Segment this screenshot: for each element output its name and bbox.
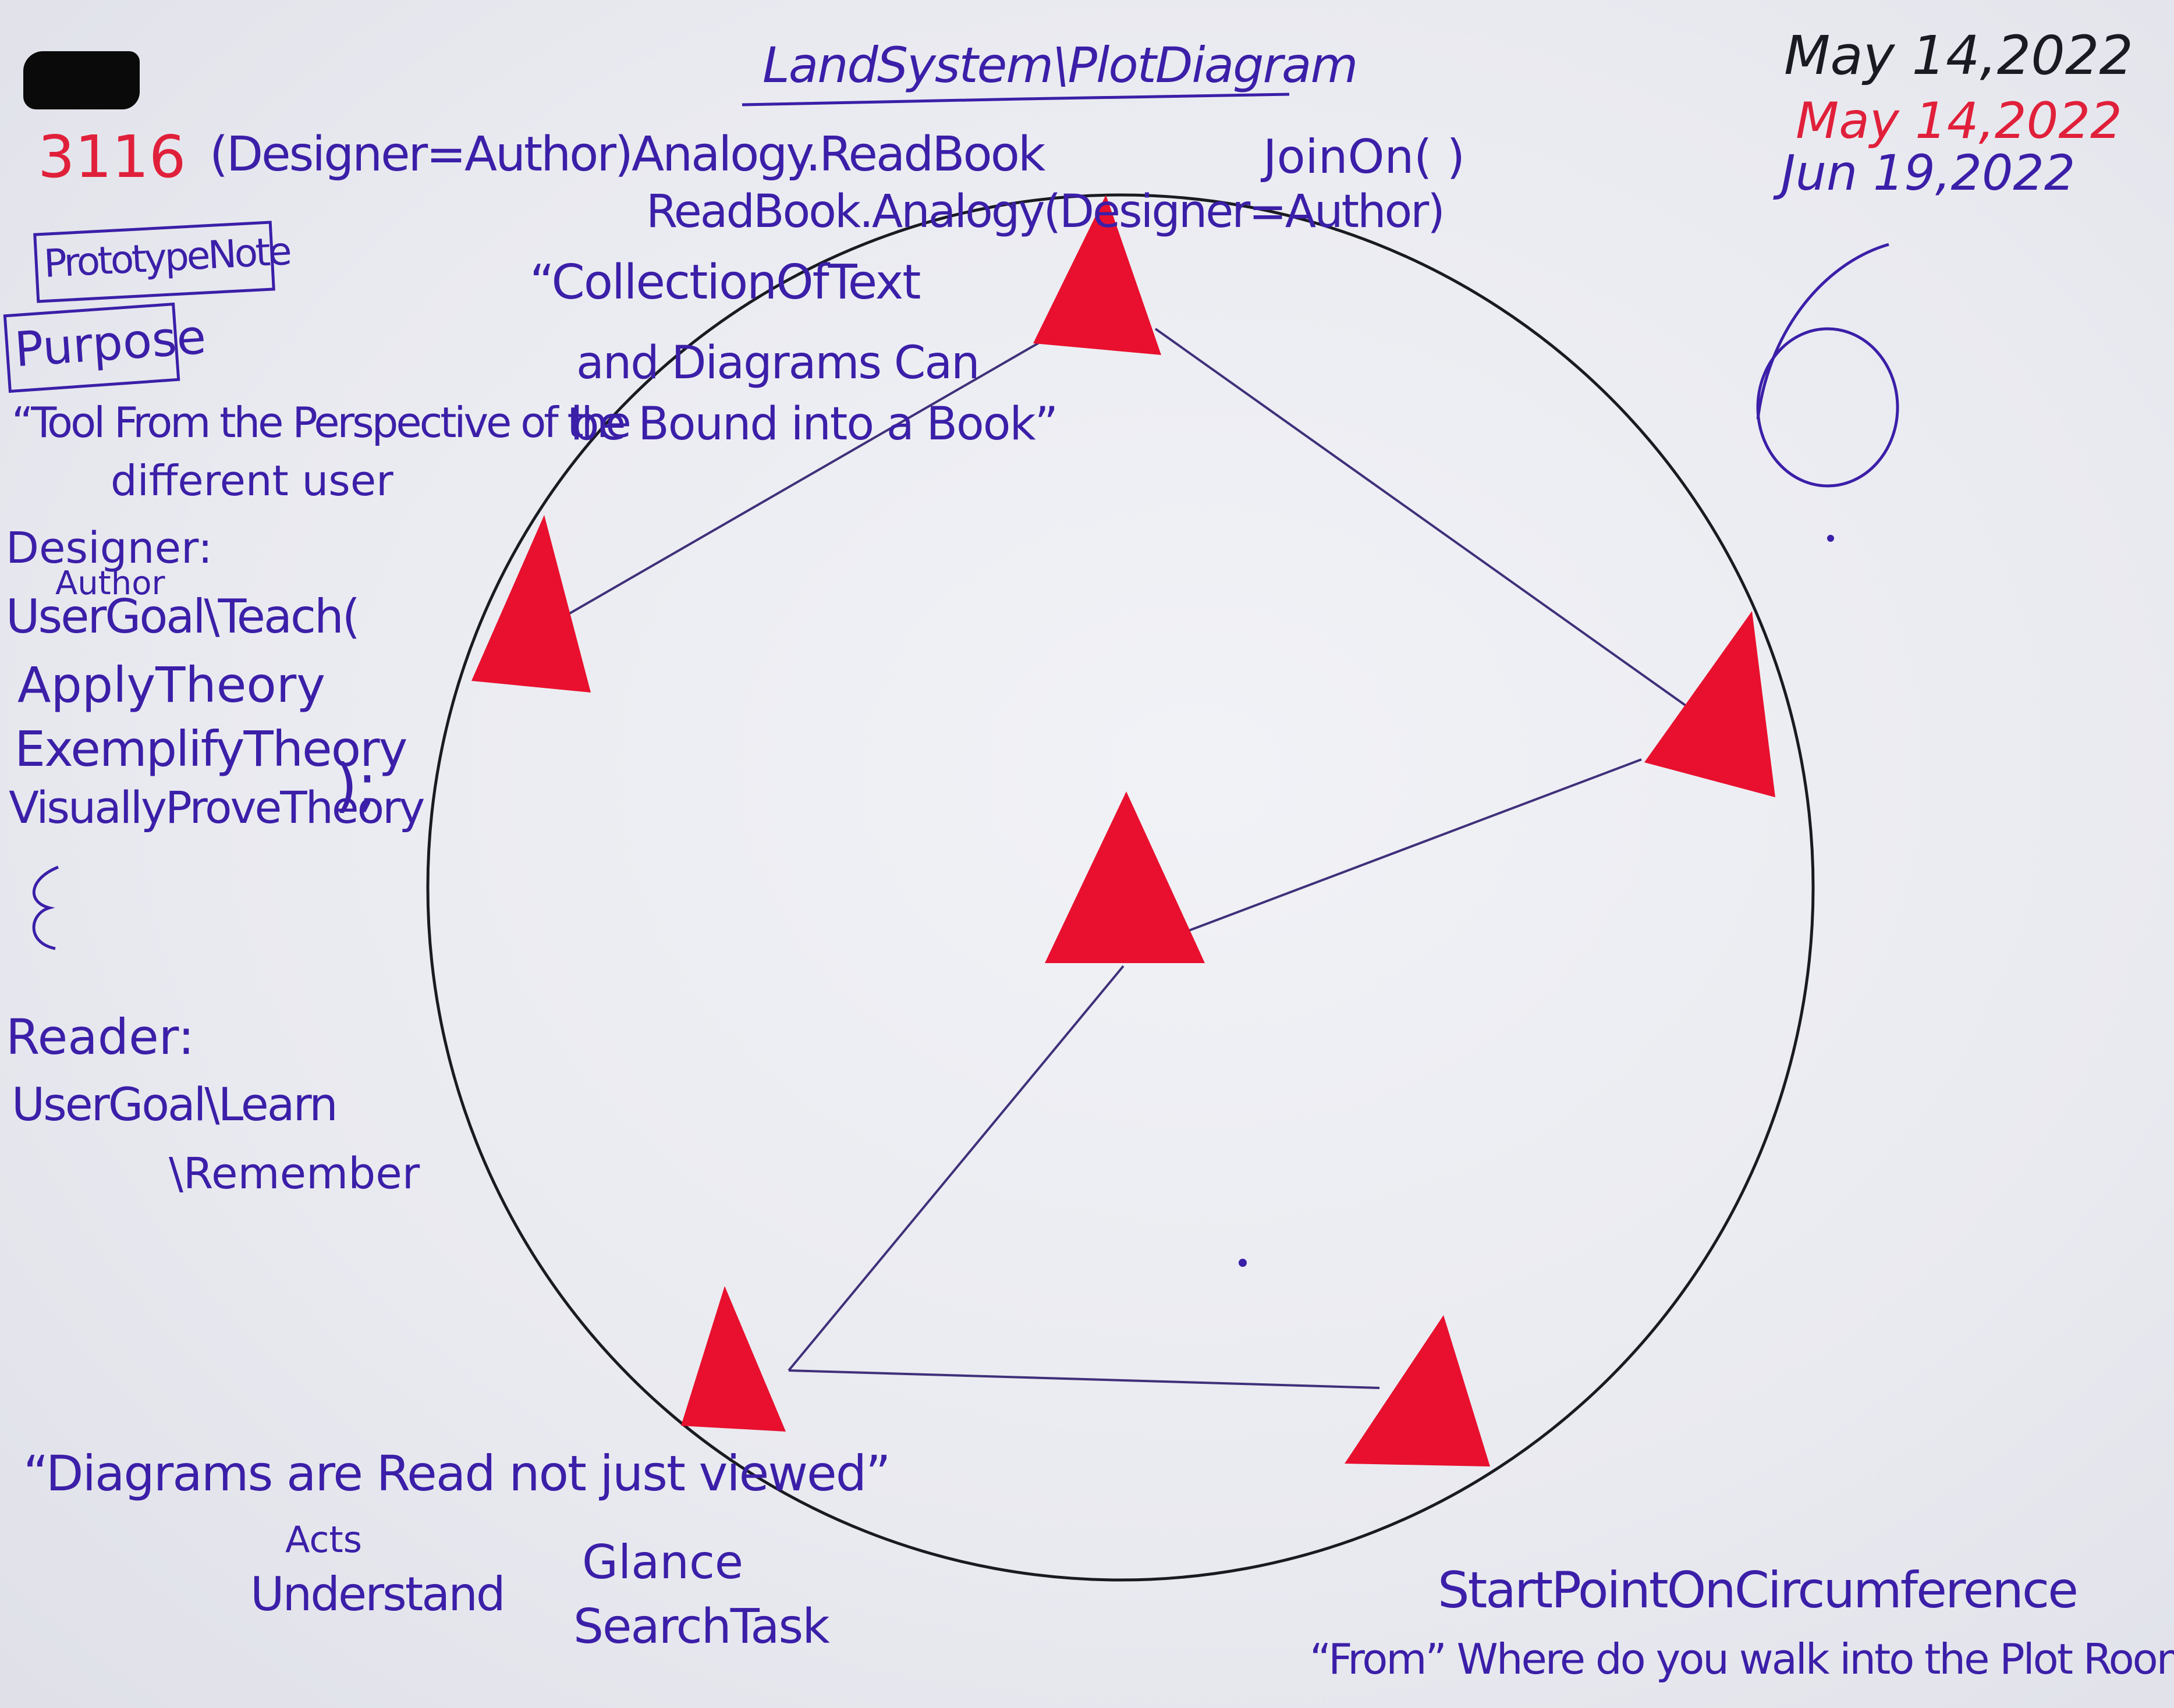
designer-role: Author: [55, 564, 165, 602]
designer-label: Designer:: [6, 523, 213, 573]
line-top-to-right: [1154, 328, 1710, 723]
bottom-mid-searchtask: SearchTask: [573, 1599, 830, 1654]
reader-label: Reader:: [6, 1009, 195, 1066]
marker-left: [471, 515, 591, 693]
page-id: 3116: [38, 123, 186, 191]
reader-goal-2: \Remember: [169, 1149, 420, 1199]
bottom-mid-glance: Glance: [582, 1535, 744, 1589]
page-title: LandSystem\PlotDiagram: [763, 37, 1358, 94]
quote-top-3: be Bound into a Book”: [570, 398, 1058, 450]
marker-right: [1644, 611, 1775, 797]
header-line-2: ReadBook.Analogy(Designer=Author): [646, 186, 1445, 238]
quote-top-1: “CollectionOfText: [530, 255, 921, 310]
join-on: JoinOn( ): [1263, 130, 1465, 184]
reader-goal: UserGoal\Learn: [12, 1079, 338, 1131]
designer-goal: UserGoal\Teach(: [6, 590, 360, 644]
question-text: “From” Where do you walk into the Plot R…: [1310, 1635, 2174, 1684]
designer-item-3: VisuallyProveTheory: [9, 782, 425, 833]
line-center-to-bottom-left: [788, 965, 1125, 1372]
designer-close: );: [335, 751, 377, 819]
date-3: Jun 19,2022: [1781, 144, 2076, 201]
marker-top: [1033, 195, 1161, 355]
title-underline: [742, 93, 1290, 106]
ink-dots: [1239, 535, 1834, 1267]
connector-lines: [538, 313, 1710, 1389]
marker-bottom-right: [1345, 1315, 1490, 1466]
page-number-6-drawing: [1756, 243, 1899, 488]
purpose-text-2: different user: [111, 456, 393, 505]
purpose-text-1: “Tool From the Perspective of the: [12, 398, 632, 447]
plot-circle: [426, 193, 1815, 1582]
line-bottom-left-to-bottom-right: [788, 1369, 1380, 1389]
quote-top-2: and Diagrams Can: [576, 337, 980, 389]
designer-item-2: ExemplifyTheory: [15, 720, 407, 777]
bottom-left-acts: Acts: [285, 1518, 363, 1561]
marker-bottom-left: [681, 1286, 786, 1432]
quote-bottom: “Diagrams are Read not just viewed”: [23, 1445, 891, 1502]
purpose-label: Purpose: [13, 309, 208, 378]
line-left-to-top: [538, 313, 1089, 633]
designer-item-1: ApplyTheory: [17, 656, 326, 713]
date-2: May 14,2022: [1796, 92, 2122, 150]
line-right-to-center: [1187, 758, 1642, 932]
redaction-mark: [23, 51, 140, 109]
start-point-label: StartPointOnCircumference: [1438, 1561, 2079, 1620]
marker-center: [1045, 791, 1205, 963]
ampersand-squiggle: [32, 865, 59, 950]
date-1: May 14,2022: [1784, 24, 2133, 87]
bottom-left-understand: Understand: [250, 1567, 506, 1621]
markers: [471, 195, 1775, 1466]
header-line-1: (Designer=Author)Analogy.ReadBook: [210, 127, 1045, 182]
page-number: 6: [1769, 244, 1925, 489]
